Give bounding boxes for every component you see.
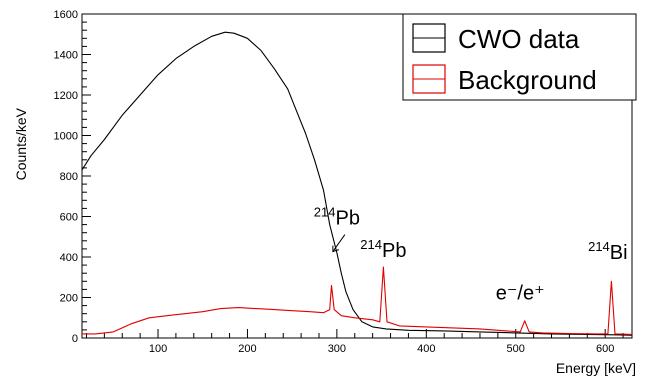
legend-box-0 [412, 23, 446, 53]
legend-box-1 [412, 64, 446, 94]
x-tick-label: 400 [417, 343, 435, 355]
legend: CWO data Background [402, 13, 637, 101]
axes: 0 200 400 600 800 1000 1200 1400 1600 100 200 300 40… [54, 9, 633, 355]
legend-box [402, 13, 637, 101]
x-tick-label: 500 [507, 343, 525, 355]
y-tick-label: 400 [60, 252, 78, 264]
x-tick-label: 200 [238, 343, 256, 355]
legend-label-0: CWO data [458, 24, 580, 54]
legend-label-1: Background [458, 65, 597, 95]
y-tick-label: 600 [60, 212, 78, 224]
annotation-arrow [332, 234, 346, 252]
annotation-arrowhead [332, 245, 340, 253]
annotation-1: 214Pb [360, 237, 406, 262]
y-tick-label: 1600 [54, 9, 78, 21]
y-tick-label: 0 [72, 333, 78, 345]
series-line-0 [81, 31, 633, 336]
x-tick-label: 300 [328, 343, 346, 355]
series-group [81, 31, 633, 336]
y-tick-label: 1400 [54, 50, 78, 62]
y-tick-label: 1200 [54, 90, 78, 102]
y-axis-title: Counts/keV [13, 107, 29, 180]
x-axis-title: Energy [keV] [556, 360, 636, 376]
y-tick-label: 200 [60, 293, 78, 305]
x-tick-label: 600 [596, 343, 614, 355]
y-tick-label: 800 [60, 171, 78, 183]
series-line-1 [82, 266, 633, 335]
annotation-2: e⁻/e⁺ [496, 283, 545, 305]
y-tick-label: 1000 [54, 131, 78, 143]
annotation-0: 214Pb [314, 205, 360, 230]
x-tick-label: 100 [149, 343, 167, 355]
annotation-3: 214Bi [588, 239, 628, 264]
